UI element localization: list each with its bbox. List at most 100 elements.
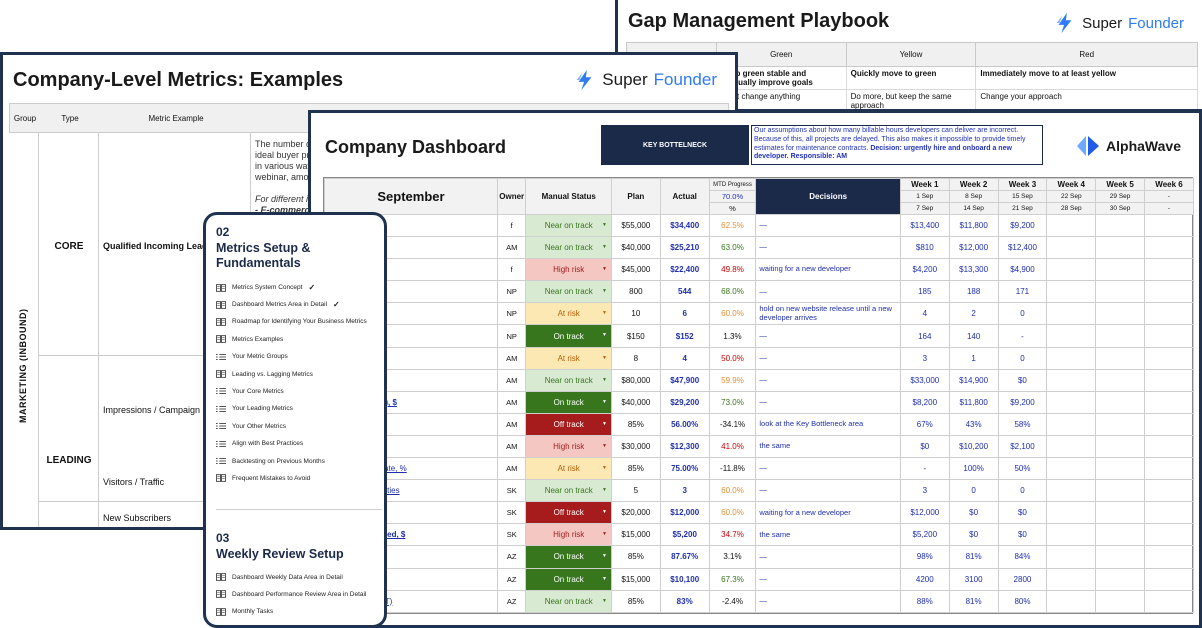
week-value-cell[interactable]: 3 [899, 479, 950, 503]
lesson-item[interactable]: Dashboard Weekly Data Area in Detail [216, 573, 343, 581]
lesson-item[interactable]: Your Leading Metrics [216, 405, 293, 413]
lesson-item[interactable]: Align with Best Practices [216, 440, 303, 448]
week-value-cell[interactable]: 98% [899, 545, 950, 569]
week-value-cell[interactable] [1095, 368, 1146, 392]
week-value-cell[interactable]: - [899, 457, 950, 481]
week-value-cell[interactable]: $9,200 [997, 390, 1048, 414]
week-value-cell[interactable] [1046, 501, 1097, 525]
status-dropdown[interactable]: Near on track ▼ [525, 368, 612, 392]
status-dropdown[interactable]: High risk ▼ [525, 523, 612, 547]
week-value-cell[interactable]: 140 [948, 324, 999, 348]
week-value-cell[interactable] [1046, 457, 1097, 481]
week-value-cell[interactable] [1046, 412, 1097, 436]
week-value-cell[interactable]: $33,000 [899, 368, 950, 392]
lesson-item[interactable]: Leading vs. Lagging Metrics [216, 370, 313, 378]
week-value-cell[interactable]: $0 [997, 368, 1048, 392]
week-value-cell[interactable]: 80% [997, 589, 1048, 613]
week-value-cell[interactable]: 188 [948, 280, 999, 304]
week-value-cell[interactable]: 81% [948, 545, 999, 569]
status-dropdown[interactable]: On track ▼ [525, 324, 612, 348]
lesson-item[interactable]: Backtesting on Previous Months [216, 457, 325, 465]
week-value-cell[interactable]: $0 [899, 434, 950, 459]
week-value-cell[interactable]: $14,900 [948, 368, 999, 392]
decision-cell[interactable]: look at the Key Bottleneck area [755, 412, 901, 436]
week-value-cell[interactable]: 81% [948, 589, 999, 613]
status-dropdown[interactable]: At risk ▼ [525, 302, 612, 326]
status-dropdown[interactable]: High risk ▼ [525, 258, 612, 282]
week-value-cell[interactable]: 0 [997, 346, 1048, 370]
week-value-cell[interactable]: $810 [899, 236, 950, 260]
decision-cell[interactable]: — [755, 545, 901, 569]
week-value-cell[interactable]: $0 [948, 523, 999, 547]
decision-cell[interactable]: waiting for a new developer [755, 501, 901, 525]
week-value-cell[interactable]: 84% [997, 545, 1048, 569]
lesson-item[interactable]: Your Core Metrics [216, 387, 284, 395]
week-value-cell[interactable] [1095, 479, 1146, 503]
week-value-cell[interactable] [1144, 589, 1194, 613]
week-value-cell[interactable] [1144, 501, 1194, 525]
week-value-cell[interactable] [1046, 302, 1097, 326]
week-value-cell[interactable] [1046, 479, 1097, 503]
week-value-cell[interactable] [1095, 545, 1146, 569]
status-dropdown[interactable]: On track ▼ [525, 545, 612, 569]
week-value-cell[interactable]: $10,200 [948, 434, 999, 459]
lesson-item[interactable]: Frequent Mistakes to Avoid [216, 474, 310, 483]
status-dropdown[interactable]: Near on track ▼ [525, 479, 612, 503]
week-value-cell[interactable] [1144, 412, 1194, 436]
status-dropdown[interactable]: At risk ▼ [525, 457, 612, 481]
week-value-cell[interactable]: 50% [997, 457, 1048, 481]
week-value-cell[interactable]: 164 [899, 324, 950, 348]
week-value-cell[interactable] [1095, 346, 1146, 370]
week-value-cell[interactable]: $2,100 [997, 434, 1048, 459]
status-dropdown[interactable]: Off track ▼ [525, 501, 612, 525]
week-value-cell[interactable]: $12,000 [948, 236, 999, 260]
week-value-cell[interactable]: 4200 [899, 567, 950, 591]
week-value-cell[interactable] [1095, 434, 1146, 459]
week-value-cell[interactable] [1095, 523, 1146, 547]
week-value-cell[interactable]: $5,200 [899, 523, 950, 547]
decision-cell[interactable]: — [755, 479, 901, 503]
week-value-cell[interactable]: $11,800 [948, 213, 999, 238]
lesson-item[interactable]: Roadmap for Identifying Your Business Me… [216, 318, 367, 326]
week-value-cell[interactable] [1144, 479, 1194, 503]
week-value-cell[interactable] [1046, 346, 1097, 370]
week-value-cell[interactable]: $9,200 [997, 213, 1048, 238]
lesson-item[interactable]: Monthly Tasks [216, 608, 273, 616]
week-value-cell[interactable] [1144, 457, 1194, 481]
status-dropdown[interactable]: On track ▼ [525, 567, 612, 591]
decision-cell[interactable]: — [755, 390, 901, 414]
decision-cell[interactable]: the same [755, 434, 901, 459]
week-value-cell[interactable]: 100% [948, 457, 999, 481]
week-value-cell[interactable] [1144, 280, 1194, 304]
decision-cell[interactable]: — [755, 589, 901, 613]
week-value-cell[interactable] [1095, 501, 1146, 525]
week-value-cell[interactable] [1046, 567, 1097, 591]
week-value-cell[interactable]: $11,800 [948, 390, 999, 414]
week-value-cell[interactable]: 0 [997, 302, 1048, 326]
week-value-cell[interactable] [1144, 302, 1194, 326]
week-value-cell[interactable] [1046, 545, 1097, 569]
week-value-cell[interactable]: $13,300 [948, 258, 999, 282]
week-value-cell[interactable] [1095, 213, 1146, 238]
week-value-cell[interactable]: $8,200 [899, 390, 950, 414]
decision-cell[interactable]: — [755, 457, 901, 481]
week-value-cell[interactable]: 171 [997, 280, 1048, 304]
status-dropdown[interactable]: Near on track ▼ [525, 280, 612, 304]
week-value-cell[interactable] [1144, 434, 1194, 459]
week-value-cell[interactable]: 67% [899, 412, 950, 436]
status-dropdown[interactable]: High risk ▼ [525, 434, 612, 459]
week-value-cell[interactable] [1095, 258, 1146, 282]
week-value-cell[interactable]: $12,000 [899, 501, 950, 525]
week-value-cell[interactable]: $12,400 [997, 236, 1048, 260]
week-value-cell[interactable]: $4,900 [997, 258, 1048, 282]
decision-cell[interactable]: hold on new website release until a new … [755, 302, 901, 326]
week-value-cell[interactable] [1046, 258, 1097, 282]
status-dropdown[interactable]: Near on track ▼ [525, 589, 612, 613]
week-value-cell[interactable] [1046, 280, 1097, 304]
week-value-cell[interactable] [1095, 589, 1146, 613]
week-value-cell[interactable] [1144, 324, 1194, 348]
week-value-cell[interactable] [1095, 302, 1146, 326]
decision-cell[interactable]: — [755, 280, 901, 304]
key-bottleneck-text[interactable]: Our assumptions about how many billable … [751, 125, 1043, 165]
week-value-cell[interactable]: $0 [948, 501, 999, 525]
